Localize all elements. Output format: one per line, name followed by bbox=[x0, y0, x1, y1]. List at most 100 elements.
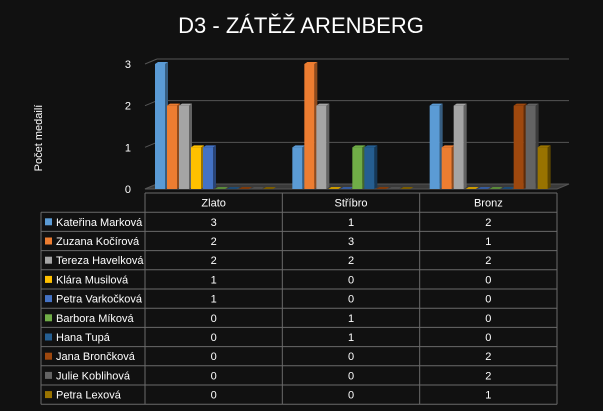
x-category-label: Bronz bbox=[474, 198, 503, 210]
bar bbox=[501, 187, 515, 189]
legend-swatch bbox=[45, 352, 52, 360]
bar-top bbox=[316, 103, 330, 106]
bar bbox=[376, 187, 390, 189]
bar-front bbox=[441, 147, 452, 189]
data-label: 0 bbox=[211, 332, 217, 344]
bar-zero bbox=[340, 187, 354, 189]
bar-front bbox=[191, 147, 201, 189]
legend-entry: Hana Tupá bbox=[56, 332, 111, 344]
bar bbox=[352, 145, 366, 189]
y-axis-label: Počet medailí bbox=[33, 105, 45, 172]
data-label: 1 bbox=[348, 217, 354, 229]
bar bbox=[167, 103, 180, 189]
data-label: 0 bbox=[348, 294, 354, 306]
bar-zero bbox=[489, 187, 503, 189]
data-label: 0 bbox=[211, 351, 217, 363]
data-label: 0 bbox=[211, 370, 217, 382]
bar bbox=[251, 187, 264, 189]
data-label: 2 bbox=[485, 217, 491, 229]
legend-entry: Barbora Míková bbox=[56, 313, 135, 325]
bar bbox=[537, 145, 551, 189]
data-label: 0 bbox=[348, 351, 354, 363]
bar-top bbox=[179, 103, 192, 106]
data-label: 2 bbox=[348, 255, 354, 267]
bar-front bbox=[155, 64, 165, 189]
bar bbox=[513, 103, 527, 189]
bar-front bbox=[179, 105, 189, 189]
bar-front bbox=[453, 105, 464, 189]
x-category-label: Zlato bbox=[201, 198, 225, 210]
legend-swatch bbox=[45, 218, 52, 226]
bar bbox=[191, 145, 204, 189]
legend-swatch bbox=[45, 333, 52, 341]
legend-swatch bbox=[45, 237, 52, 245]
bar-side bbox=[326, 103, 330, 189]
data-label: 1 bbox=[211, 274, 217, 286]
bar-top bbox=[191, 145, 204, 148]
bar-zero bbox=[263, 187, 276, 189]
data-label: 0 bbox=[485, 274, 491, 286]
bar-front bbox=[167, 105, 177, 189]
bar bbox=[429, 103, 443, 189]
bar-top bbox=[429, 103, 443, 106]
data-label: 0 bbox=[348, 390, 354, 402]
bar-front bbox=[513, 105, 524, 189]
y-tick-label: 1 bbox=[125, 142, 131, 154]
bar-top bbox=[453, 103, 467, 106]
legend-swatch bbox=[45, 275, 52, 283]
legend-swatch bbox=[45, 314, 52, 322]
bar bbox=[477, 187, 491, 189]
data-label: 0 bbox=[348, 274, 354, 286]
y-tick-label: 2 bbox=[125, 101, 131, 113]
bar bbox=[453, 103, 467, 189]
chart-title: D3 - ZÁTĚŽ ARENBERG bbox=[178, 13, 424, 38]
data-table: Zlato Stříbro Bronz Kateřina Marková 3 1 2 Zuza… bbox=[40, 192, 558, 405]
bar-front bbox=[364, 147, 375, 189]
bar-front bbox=[304, 64, 315, 189]
legend-entry: Julie Koblihová bbox=[56, 370, 131, 382]
legend-swatch bbox=[45, 391, 52, 399]
bar-zero bbox=[251, 187, 264, 189]
bar bbox=[441, 145, 455, 189]
data-label: 0 bbox=[211, 390, 217, 402]
bar bbox=[155, 62, 168, 189]
data-label: 1 bbox=[485, 236, 491, 248]
bar-zero bbox=[376, 187, 390, 189]
data-label: 1 bbox=[211, 294, 217, 306]
data-label: 2 bbox=[485, 351, 491, 363]
bar-zero bbox=[477, 187, 491, 189]
legend-entry: Zuzana Kočírová bbox=[56, 236, 140, 248]
bar-top bbox=[155, 62, 168, 64]
data-label: 0 bbox=[485, 313, 491, 325]
bar bbox=[340, 187, 354, 189]
legend-swatch bbox=[45, 295, 52, 303]
bar bbox=[328, 187, 342, 189]
data-label: 0 bbox=[485, 332, 491, 344]
bar-zero bbox=[215, 187, 228, 189]
bar bbox=[489, 187, 503, 189]
bar bbox=[304, 62, 318, 189]
legend-entry: Petra Lexová bbox=[56, 390, 122, 402]
bar-zero bbox=[227, 187, 240, 189]
bar-top bbox=[364, 145, 378, 148]
bar-front bbox=[292, 147, 303, 189]
bar-zero bbox=[400, 187, 414, 189]
bar-top bbox=[292, 145, 306, 148]
bar-top bbox=[441, 145, 455, 148]
bar bbox=[465, 187, 479, 189]
bar-top bbox=[352, 145, 366, 148]
data-label: 0 bbox=[485, 294, 491, 306]
bar-zero bbox=[501, 187, 515, 189]
bar bbox=[525, 103, 539, 189]
y-tick-label: 3 bbox=[125, 59, 131, 71]
bar-side bbox=[463, 103, 467, 189]
bar-top bbox=[513, 103, 527, 106]
bar bbox=[239, 187, 252, 189]
bar-side bbox=[213, 145, 216, 189]
bar-zero bbox=[465, 187, 479, 189]
data-label: 2 bbox=[211, 236, 217, 248]
bar-front bbox=[203, 147, 213, 189]
bar-top bbox=[525, 103, 539, 106]
